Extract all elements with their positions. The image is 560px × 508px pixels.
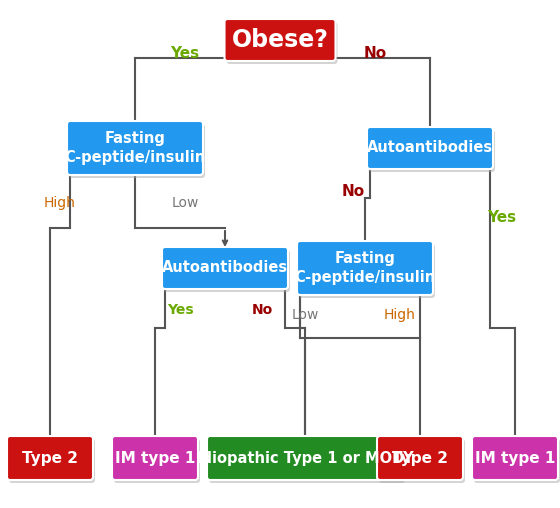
FancyBboxPatch shape xyxy=(369,130,495,172)
Text: No: No xyxy=(363,46,386,60)
FancyBboxPatch shape xyxy=(377,436,463,480)
Text: IM type 1: IM type 1 xyxy=(475,451,555,465)
FancyBboxPatch shape xyxy=(367,127,493,169)
FancyBboxPatch shape xyxy=(207,436,403,480)
Text: No: No xyxy=(251,303,273,317)
FancyBboxPatch shape xyxy=(67,121,203,175)
Text: Type 2: Type 2 xyxy=(22,451,78,465)
Text: Fasting
C-peptide/insulin: Fasting C-peptide/insulin xyxy=(295,251,436,285)
Text: High: High xyxy=(384,308,416,322)
FancyBboxPatch shape xyxy=(226,22,338,64)
Text: Yes: Yes xyxy=(487,210,516,226)
FancyBboxPatch shape xyxy=(114,439,200,483)
FancyBboxPatch shape xyxy=(472,436,558,480)
FancyBboxPatch shape xyxy=(164,250,290,292)
Text: No: No xyxy=(342,183,365,199)
FancyBboxPatch shape xyxy=(162,247,288,289)
Text: Low: Low xyxy=(171,196,199,210)
FancyBboxPatch shape xyxy=(474,439,560,483)
FancyBboxPatch shape xyxy=(225,19,335,61)
FancyBboxPatch shape xyxy=(299,244,435,298)
FancyBboxPatch shape xyxy=(297,241,433,295)
Text: Low: Low xyxy=(291,308,319,322)
Text: Autoantibodies: Autoantibodies xyxy=(162,261,288,275)
Text: Obese?: Obese? xyxy=(232,28,328,52)
Text: Autoantibodies: Autoantibodies xyxy=(367,141,493,155)
Text: High: High xyxy=(44,196,76,210)
FancyBboxPatch shape xyxy=(9,439,95,483)
Text: Yes: Yes xyxy=(170,46,199,60)
Text: IM type 1: IM type 1 xyxy=(115,451,195,465)
Text: Type 2: Type 2 xyxy=(392,451,448,465)
FancyBboxPatch shape xyxy=(209,439,405,483)
FancyBboxPatch shape xyxy=(379,439,465,483)
Text: Idiopathic Type 1 or MODY: Idiopathic Type 1 or MODY xyxy=(196,451,414,465)
FancyBboxPatch shape xyxy=(69,124,205,178)
FancyBboxPatch shape xyxy=(112,436,198,480)
Text: Fasting
C-peptide/insulin: Fasting C-peptide/insulin xyxy=(64,131,206,165)
FancyBboxPatch shape xyxy=(7,436,93,480)
Text: Yes: Yes xyxy=(167,303,193,317)
